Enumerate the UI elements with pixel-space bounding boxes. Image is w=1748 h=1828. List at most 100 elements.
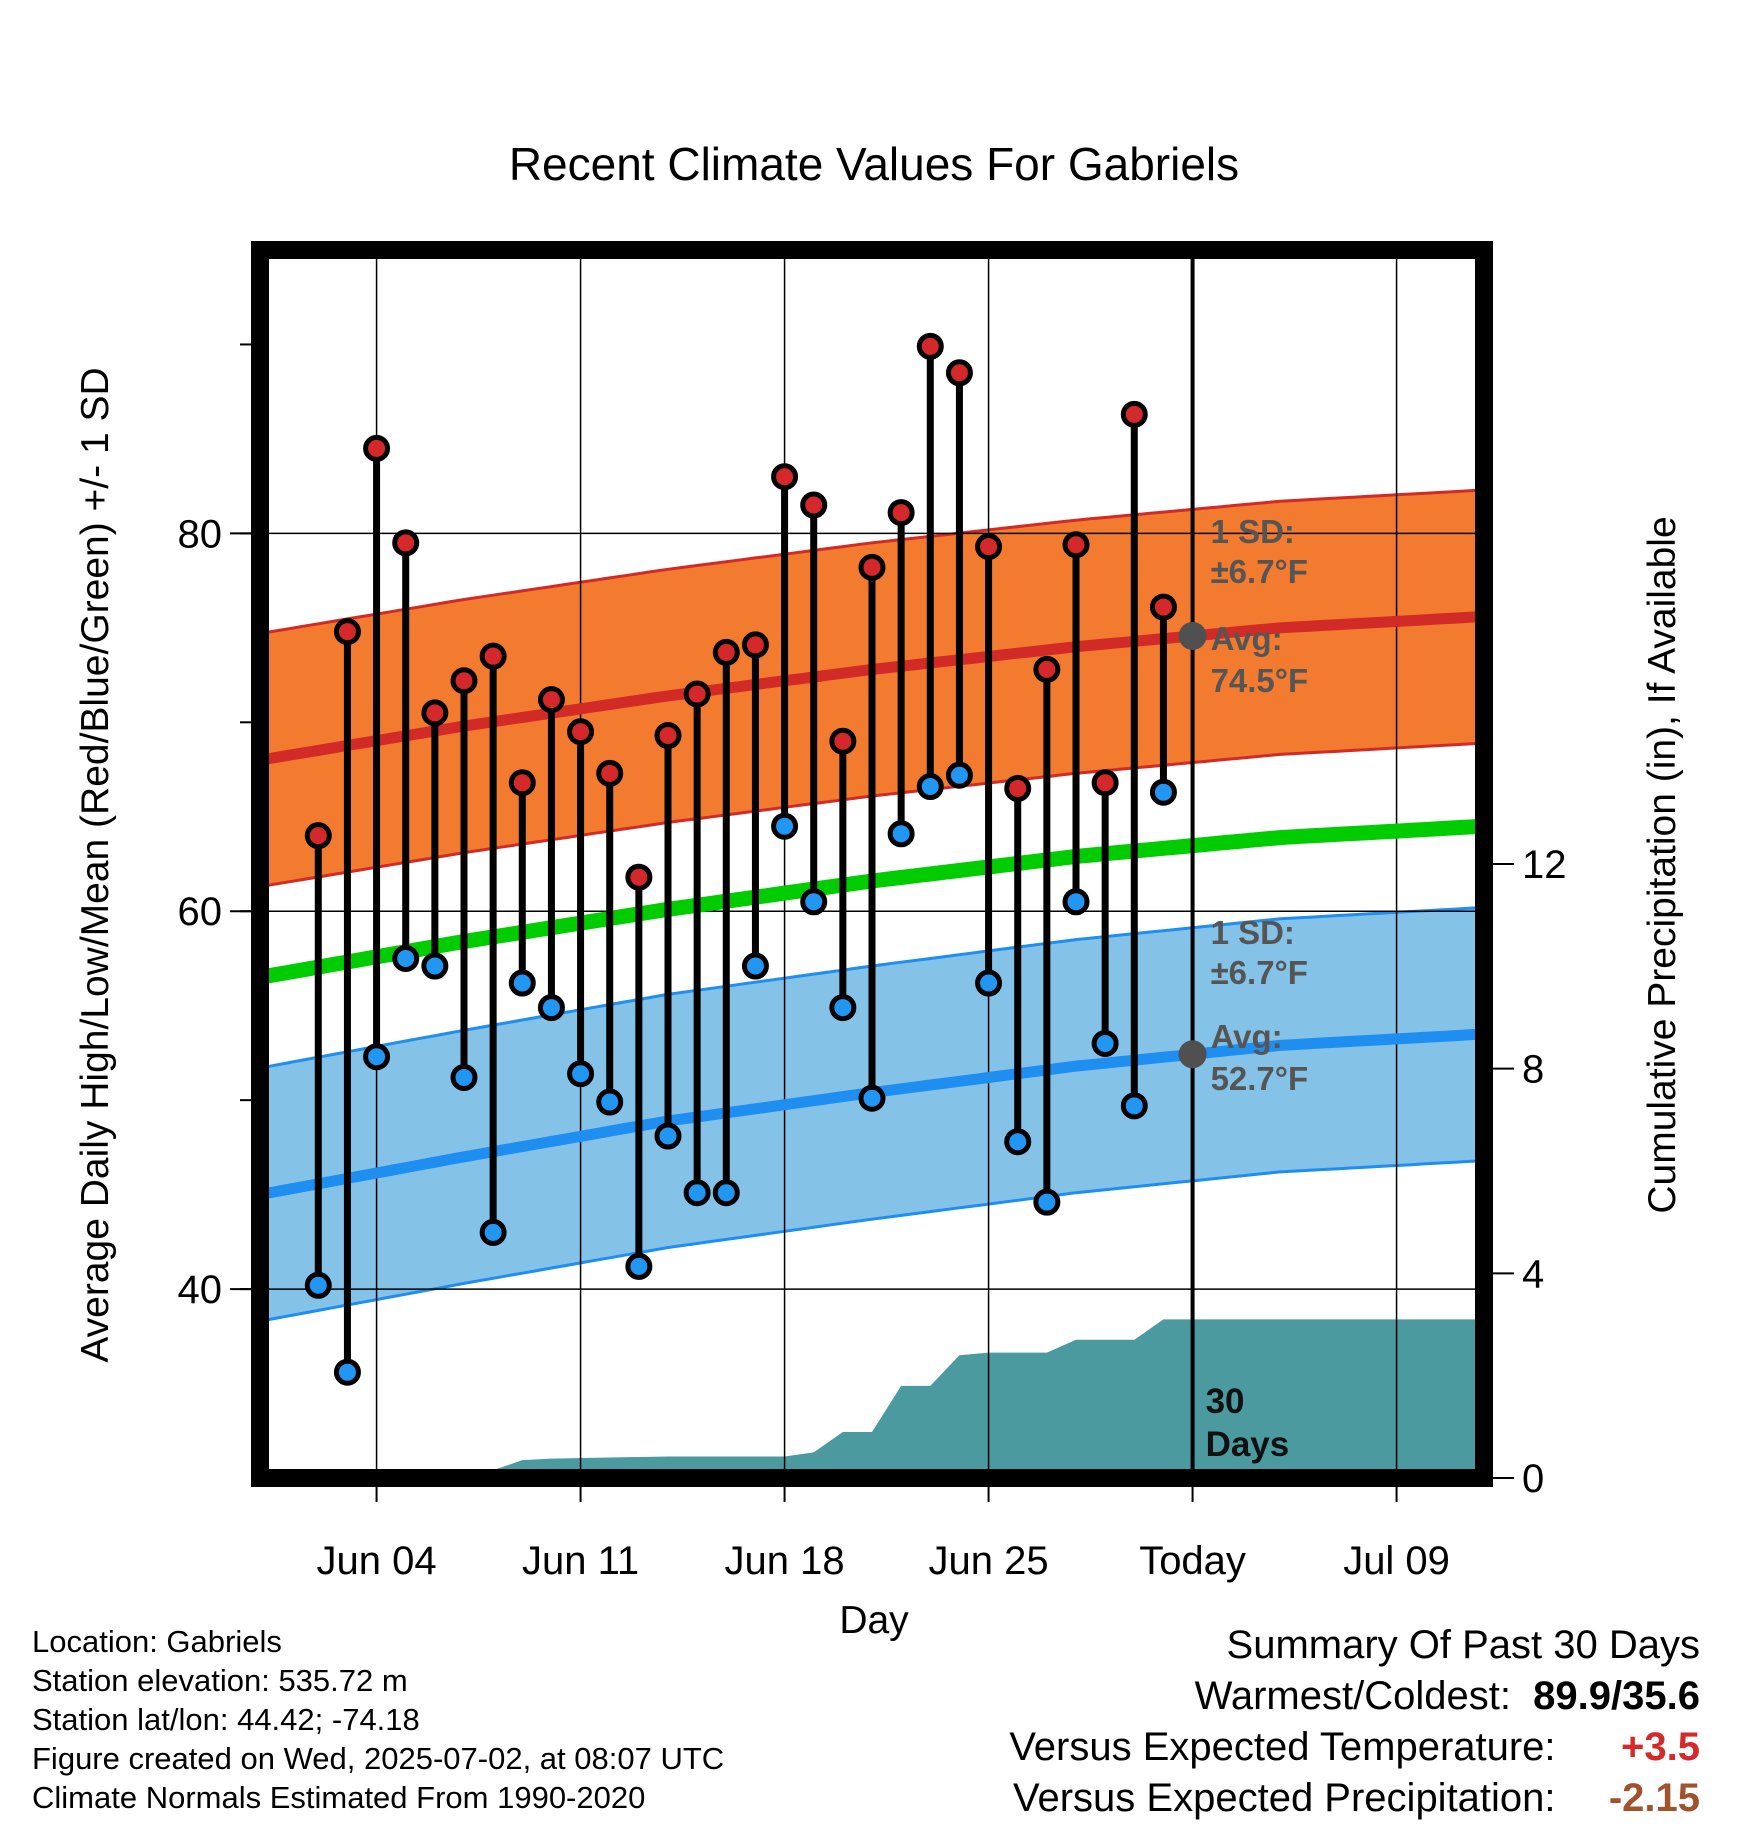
obs-high-point [1149,593,1177,621]
obs-high-point [567,718,595,746]
obs-high-point [916,332,944,360]
y-tick-label: 40 [178,1268,223,1312]
location-text: Location: Gabriels [32,1624,282,1659]
cumulative-precip-area [260,1319,1484,1478]
high-avg-value: 74.5°F [1211,662,1309,699]
x-tick-label: Today [1139,1539,1246,1583]
summary-panel: Summary Of Past 30 Days Warmest/Coldest:… [1009,1620,1700,1824]
obs-low-point [508,969,536,997]
obs-low-point [829,994,857,1022]
obs-high-point [887,499,915,527]
obs-high-point [1062,531,1090,559]
obs-high-point [363,434,391,462]
x-tick-label: Jun 25 [929,1539,1049,1583]
obs-low-point [683,1179,711,1207]
obs-low-point [392,944,420,972]
y2-tick-label: 8 [1522,1048,1544,1092]
obs-high-point [596,759,624,787]
obs-low-point [975,969,1003,997]
today-low-avg-marker [1178,1040,1207,1069]
station-info: Location: Gabriels Station elevation: 53… [32,1622,724,1817]
obs-low-point [916,773,944,801]
obs-low-point [1149,778,1177,806]
low-sd-label: 1 SD: [1211,914,1295,951]
plot-frame [251,241,1493,1487]
obs-low-point [1120,1092,1148,1120]
precip-diff-label: Versus Expected Precipitation: [1013,1776,1556,1820]
obs-low-point [800,888,828,916]
x-tick-label: Jun 18 [725,1539,845,1583]
obs-low-point [945,761,973,789]
obs-high-point [800,491,828,519]
low-sd-lower-line [260,1159,1484,1323]
summary-title: Summary Of Past 30 Days [1226,1623,1700,1667]
high-avg-label: Avg: [1211,620,1283,657]
obs-low-point [304,1271,332,1299]
today-high-avg-marker [1178,621,1207,650]
obs-high-point [333,618,361,646]
x-tick-label: Jun 11 [522,1539,639,1583]
obs-high-point [625,863,653,891]
temp-diff-label: Versus Expected Temperature: [1009,1725,1556,1769]
obs-high-point [1091,769,1119,797]
obs-high-point [450,667,478,695]
y2-tick-label: 4 [1522,1252,1544,1296]
y2-tick-label: 0 [1522,1457,1544,1501]
elevation-text: Station elevation: 535.72 m [32,1663,408,1698]
obs-high-point [945,359,973,387]
x-tick-label: Jul 09 [1343,1539,1450,1583]
precip-diff-value: -2.15 [1608,1776,1700,1820]
obs-low-point [596,1088,624,1116]
obs-low-point [625,1252,653,1280]
period-label-number: 30 [1206,1382,1245,1421]
obs-high-point [1033,655,1061,683]
x-tick-label: Jun 04 [317,1539,437,1583]
obs-high-point [392,529,420,557]
obs-high-point [771,463,799,491]
y-tick-label: 80 [178,512,223,556]
obs-low-point [363,1043,391,1071]
chart-title: Recent Climate Values For Gabriels [509,138,1239,190]
obs-high-point [654,722,682,750]
obs-low-point [887,820,915,848]
temp-diff-value: +3.5 [1621,1725,1700,1769]
low-avg-value: 52.7°F [1211,1060,1309,1097]
obs-high-point [858,553,886,581]
obs-low-point [712,1179,740,1207]
normals-text: Climate Normals Estimated From 1990-2020 [32,1780,646,1815]
y-tick-label: 60 [178,890,223,934]
obs-high-point [479,642,507,670]
obs-high-point [304,822,332,850]
obs-high-point [537,686,565,714]
obs-high-point [421,699,449,727]
high-sd-upper-line [260,488,1484,635]
obs-low-point [741,952,769,980]
obs-low-point [654,1122,682,1150]
obs-low-point [333,1358,361,1386]
high-sd-value: ±6.7°F [1211,553,1308,590]
high-sd-label: 1 SD: [1211,513,1295,550]
precip-diff-row: Versus Expected Precipitation: -2.15 [1009,1773,1700,1824]
obs-low-point [858,1084,886,1112]
obs-high-point [741,631,769,659]
obs-high-point [1004,774,1032,802]
obs-low-point [1091,1029,1119,1057]
obs-high-point [712,638,740,666]
low-avg-label: Avg: [1211,1018,1283,1055]
warm-cold-value: 89.9/35.6 [1533,1674,1700,1718]
y2-tick-label: 12 [1522,843,1567,887]
low-sd-value: ±6.7°F [1211,954,1308,991]
y-axis-label: Average Daily High/Low/Mean (Red/Blue/Gr… [74,367,117,1362]
obs-low-point [1062,888,1090,916]
warm-cold-label: Warmest/Coldest: [1194,1674,1511,1718]
latlon-text: Station lat/lon: 44.42; -74.18 [32,1702,420,1737]
obs-low-point [421,952,449,980]
obs-low-point [1033,1188,1061,1216]
obs-low-point [567,1060,595,1088]
x-axis-label: Day [839,1599,909,1642]
obs-low-point [537,994,565,1022]
obs-low-point [771,812,799,840]
obs-high-point [508,769,536,797]
y2-axis-label: Cumulative Precipitation (in), If Availa… [1641,516,1684,1213]
